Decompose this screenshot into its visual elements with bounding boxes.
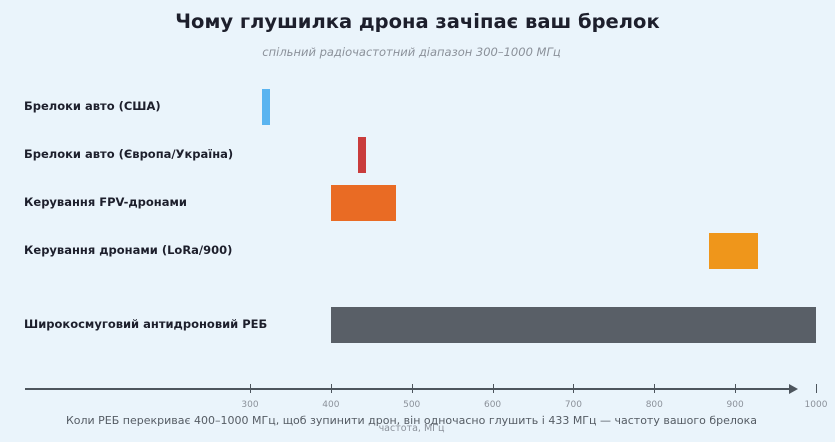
row-label-lora-control: Керування дронами (LoRa/900) [24, 243, 233, 257]
x-axis-arrow-icon [789, 384, 798, 394]
chart-subtitle: спільний радіочастотний діапазон 300–100… [262, 45, 561, 59]
x-tick-label: 900 [726, 400, 744, 410]
x-tick-mark [654, 384, 656, 393]
range-bar-keyfob-usa [262, 89, 271, 125]
row-label-fpv-control: Керування FPV-дронами [24, 195, 187, 209]
x-tick-label: 700 [564, 400, 583, 410]
x-tick-label: 800 [645, 400, 663, 410]
row-label-keyfob-europe: Брелоки авто (Європа/Україна) [24, 147, 234, 161]
range-bar-jammer [330, 307, 816, 343]
range-bar-fpv-control [330, 185, 396, 221]
x-tick-label: 600 [483, 400, 502, 410]
x-tick-label: 400 [322, 400, 340, 410]
x-tick-mark [411, 384, 413, 393]
x-tick-mark [492, 384, 494, 393]
range-bar-lora-control [709, 233, 758, 269]
x-tick-mark [250, 384, 251, 393]
row-label-keyfob-usa: Брелоки авто (США) [24, 99, 161, 113]
x-tick-label: 1000 [804, 400, 828, 410]
x-tick-mark [816, 384, 817, 393]
range-bar-keyfob-europe [357, 137, 366, 173]
x-axis-line [25, 388, 793, 390]
row-label-jammer: Широкосмуговий антидроновий РЕБ [24, 317, 268, 331]
x-axis-label: частота, МГц [378, 423, 445, 434]
chart-title: Чому глушилка дрона зачіпає ваш брелок [175, 10, 660, 33]
x-tick-mark [330, 384, 332, 393]
x-tick-mark [573, 384, 575, 393]
x-tick-mark [735, 384, 737, 393]
x-tick-label: 500 [403, 400, 421, 410]
x-tick-label: 300 [241, 400, 259, 410]
chart-caption: Коли РЕБ перекриває 400–1000 МГц, щоб зу… [65, 414, 758, 427]
